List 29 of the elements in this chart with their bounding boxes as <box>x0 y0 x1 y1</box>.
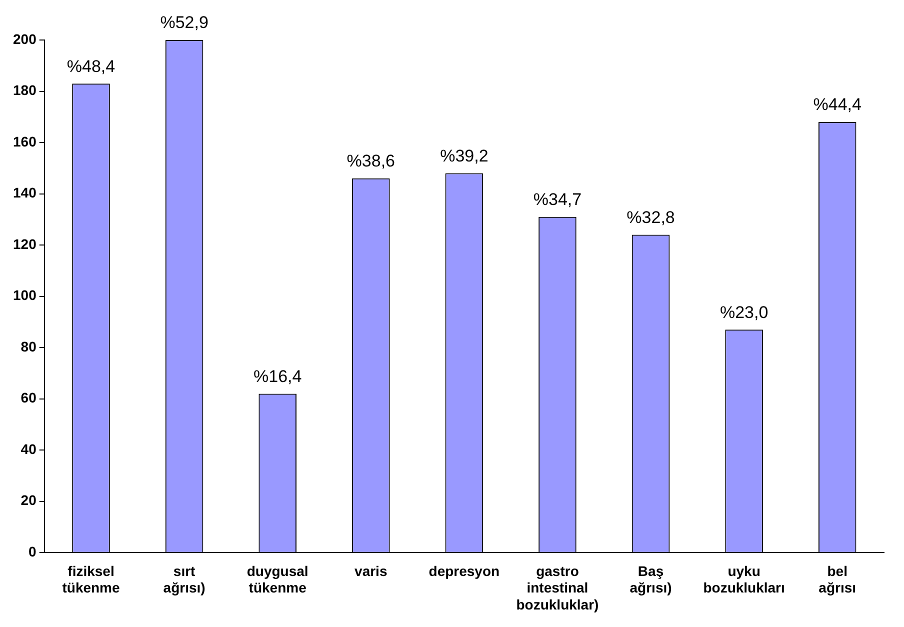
y-tick-label: 20 <box>20 492 37 508</box>
x-tick-label: bel ağrısı <box>818 562 856 596</box>
x-tick-label: uyku bozuklukları <box>703 562 785 596</box>
x-tick-label: sırt ağrısı) <box>163 562 206 596</box>
annotation: %16,4 <box>253 366 302 386</box>
x-tick-label: varis <box>354 562 388 579</box>
y-tick-label: 180 <box>13 82 37 98</box>
annotation: %52,9 <box>160 13 208 32</box>
y-tick-label: 0 <box>28 543 37 560</box>
y-tick-label: 60 <box>20 390 37 406</box>
annotation: %38,6 <box>346 152 395 171</box>
x-tick-label: depresyon <box>428 562 500 579</box>
y-tick-label: 80 <box>20 338 37 354</box>
x-tick-label: duygusal tükenme <box>246 562 308 596</box>
x-tick-label: Baş ağrısı) <box>630 562 672 596</box>
y-tick-label: 160 <box>13 133 37 150</box>
x-tick-label: fiziksel tükenme <box>62 562 120 596</box>
annotation: %32,8 <box>626 208 675 227</box>
annotation: %48,4 <box>66 56 116 76</box>
x-tick-label: gastro intestinal bozukluklar) <box>516 562 599 612</box>
annotation: %39,2 <box>440 146 488 166</box>
annotation: %23,0 <box>720 302 768 322</box>
y-tick-label: 100 <box>13 287 37 304</box>
y-tick-label: 200 <box>13 30 37 47</box>
y-tick-label: 120 <box>13 236 37 252</box>
y-tick-label: 40 <box>20 440 37 457</box>
annotation: %44,4 <box>813 95 862 114</box>
annotation: %34,7 <box>533 190 582 210</box>
y-tick-label: 140 <box>13 184 37 201</box>
